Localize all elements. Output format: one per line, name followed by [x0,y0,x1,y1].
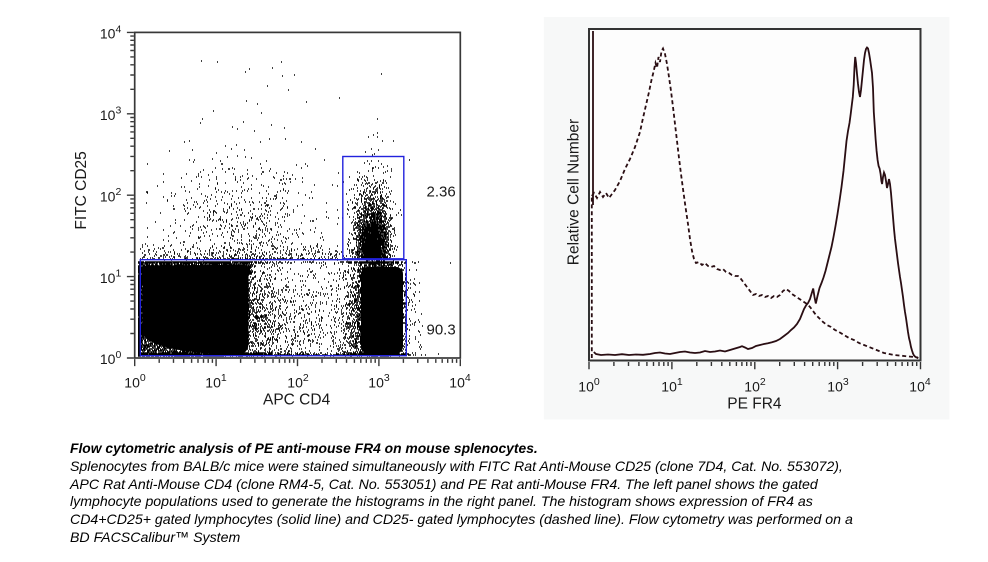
svg-text:APC CD4: APC CD4 [263,392,331,409]
svg-text:PE FR4: PE FR4 [727,396,782,413]
svg-text:2.36: 2.36 [427,184,456,201]
svg-text:90.3: 90.3 [427,322,456,339]
svg-text:FITC CD25: FITC CD25 [73,151,90,229]
svg-text:Relative Cell Number: Relative Cell Number [566,119,583,265]
